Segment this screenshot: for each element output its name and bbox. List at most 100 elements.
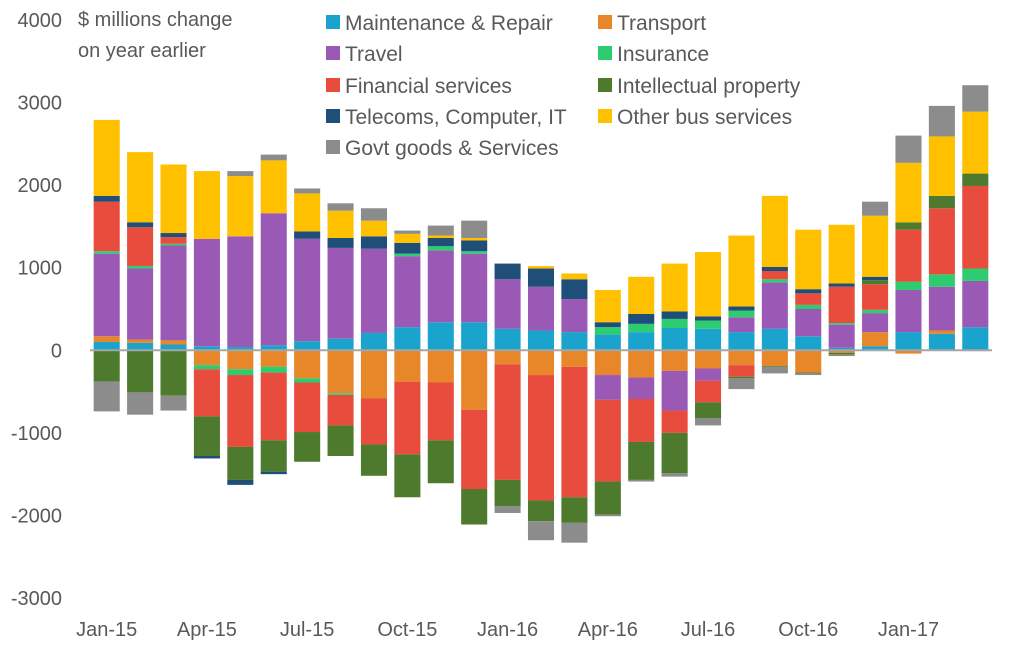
x-tick-label: Apr-15 xyxy=(177,619,237,641)
bar-segment xyxy=(461,322,488,351)
bar-segment xyxy=(227,479,254,485)
bar-segment xyxy=(962,327,989,351)
bar-segment xyxy=(795,229,822,290)
bar-segment xyxy=(862,280,889,285)
bar-segment xyxy=(661,350,688,371)
bar-segment xyxy=(661,370,688,411)
bar-segment xyxy=(494,279,521,329)
bar-segment xyxy=(928,136,955,196)
bar-segment xyxy=(795,289,822,294)
bar-segment xyxy=(828,224,855,284)
bar-segment xyxy=(294,231,321,239)
bar-segment xyxy=(661,311,688,319)
bar-segment xyxy=(227,446,254,480)
bar-segment xyxy=(661,263,688,312)
bar-segment xyxy=(895,350,922,354)
bar-segment xyxy=(193,365,220,370)
bar-segment xyxy=(127,268,154,340)
bar-segment xyxy=(795,293,822,305)
y-tick-label: -3000 xyxy=(11,588,62,610)
bar-segment xyxy=(862,332,889,347)
bar-segment xyxy=(394,233,421,243)
bar-segment xyxy=(260,154,287,161)
bar-segment xyxy=(327,338,354,351)
bar-segment xyxy=(527,521,555,541)
bar-segment xyxy=(193,416,220,456)
bar-segment xyxy=(260,372,287,441)
legend-swatch xyxy=(326,78,340,92)
legend-swatch xyxy=(326,140,340,154)
legend-label: Insurance xyxy=(617,43,709,66)
bar-segment xyxy=(862,284,889,310)
bar-segment xyxy=(962,268,989,281)
bar-segment xyxy=(327,210,354,238)
bar-segment xyxy=(227,346,254,351)
bar-segment xyxy=(862,276,889,281)
bar-segment xyxy=(427,382,454,441)
bar-segment xyxy=(628,441,655,480)
bar-segment xyxy=(93,201,120,252)
bar-segment xyxy=(628,479,655,482)
bar-segment xyxy=(461,350,488,410)
bar-segment xyxy=(327,393,354,395)
legend-swatch xyxy=(326,46,340,60)
bar-segment xyxy=(527,500,555,522)
bar-segment xyxy=(594,375,621,400)
bar-segment xyxy=(561,522,588,543)
bar-segment xyxy=(360,332,387,351)
x-tick-label: Oct-16 xyxy=(778,619,838,641)
bar-segment xyxy=(828,283,855,287)
bar-segment xyxy=(227,369,254,376)
bar-segment xyxy=(795,309,822,337)
bar-segment xyxy=(461,240,488,252)
bar-segment xyxy=(394,256,421,328)
bar-segment xyxy=(127,222,154,228)
bar-segment xyxy=(461,253,488,323)
bar-segment xyxy=(695,402,722,418)
x-axis: Jan-15 Apr-15 Jul-15 Oct-15 Jan-16 Apr-16 Jul-… xyxy=(76,619,939,641)
bar-segment xyxy=(227,236,254,347)
bar-segment xyxy=(427,322,454,351)
bar-segment xyxy=(327,394,354,426)
y-tick-label: 2000 xyxy=(18,175,63,197)
legend: Maintenance & Repair Transport Travel Insur… xyxy=(326,12,801,160)
bar-segment xyxy=(461,220,488,238)
bar-segment xyxy=(728,235,755,307)
bar-segment xyxy=(327,350,354,394)
bar-segment xyxy=(695,368,722,381)
bar-segment xyxy=(561,350,588,367)
bar-segment xyxy=(360,208,387,221)
bar-segment xyxy=(527,350,555,376)
bar-segment xyxy=(895,135,922,163)
legend-label: Maintenance & Repair xyxy=(345,12,553,35)
bar-segment xyxy=(394,350,421,382)
bar-segment xyxy=(628,399,655,442)
bar-segment xyxy=(895,332,922,351)
bar-segment xyxy=(728,376,755,379)
bar-segment xyxy=(461,409,488,490)
bar-segment xyxy=(761,328,788,351)
bar-segment xyxy=(728,365,755,377)
bar-segment xyxy=(93,350,120,382)
x-tick-label: Apr-16 xyxy=(578,619,638,641)
y-tick-label: 0 xyxy=(51,340,62,362)
bar-segment xyxy=(494,364,521,480)
bar-segment xyxy=(427,246,454,251)
bar-segment xyxy=(828,350,855,353)
bar-segment xyxy=(427,350,454,383)
legend-label: Telecoms, Computer, IT xyxy=(345,106,567,129)
bar-segment xyxy=(394,381,421,455)
bar-segment xyxy=(728,332,755,351)
bar-segment xyxy=(227,171,254,177)
bar-segment xyxy=(962,173,989,186)
bar-segment xyxy=(394,454,421,498)
bar-segment xyxy=(795,373,822,376)
bar-segment xyxy=(928,333,955,351)
bar-segment xyxy=(193,171,220,239)
bar-segment xyxy=(360,398,387,445)
bar-segment xyxy=(294,341,321,351)
bar-segment xyxy=(661,432,688,474)
bar-segment xyxy=(594,322,621,328)
bar-segment xyxy=(594,290,621,323)
